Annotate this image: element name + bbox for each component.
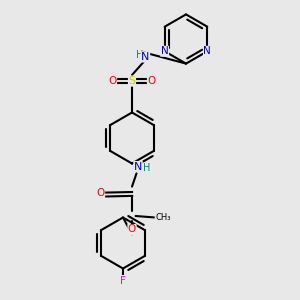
Text: N: N	[141, 52, 150, 62]
Text: O: O	[96, 188, 105, 199]
Text: H: H	[136, 50, 143, 61]
Text: O: O	[147, 76, 156, 86]
Text: H: H	[143, 163, 151, 173]
Text: N: N	[203, 46, 211, 56]
Text: S: S	[128, 76, 136, 86]
Text: N: N	[134, 161, 142, 172]
Text: N: N	[161, 46, 169, 56]
Text: F: F	[120, 275, 126, 286]
Text: O: O	[108, 76, 117, 86]
Text: CH₃: CH₃	[155, 213, 171, 222]
Text: O: O	[128, 224, 136, 235]
